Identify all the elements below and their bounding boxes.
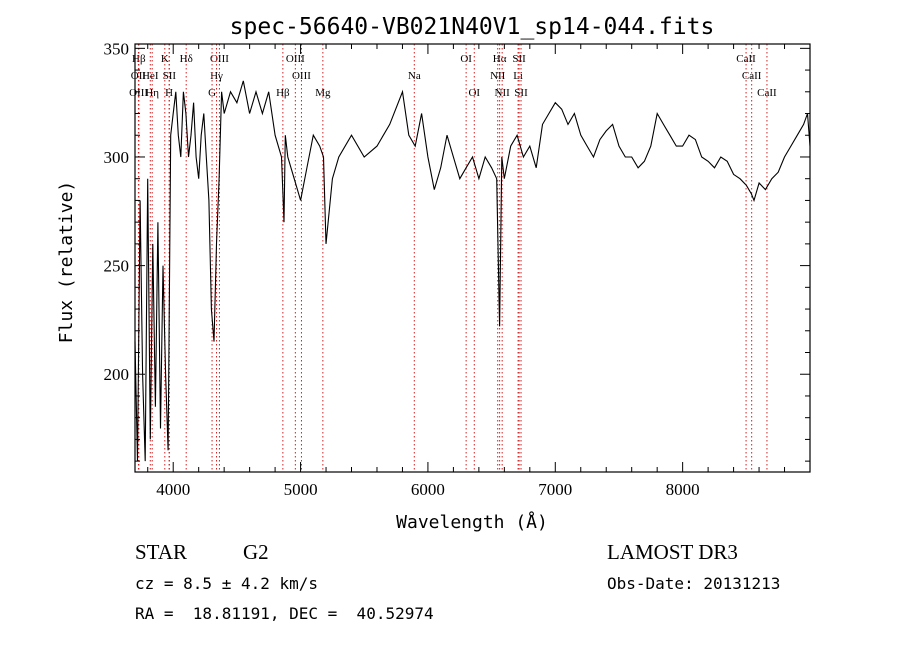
line-marker-label: OIII [210, 53, 229, 65]
line-marker-label: Hα [493, 53, 507, 65]
observation-date: Obs-Date: 20131213 [607, 574, 781, 593]
line-marker-label: CaII [736, 53, 756, 65]
plot-frame [134, 43, 811, 473]
spectrum-line [134, 80, 811, 462]
object-subclass: G2 [243, 540, 269, 564]
line-marker-label: Mg [315, 87, 331, 99]
x-tick-label: 5000 [284, 480, 318, 499]
line-marker-label: Hη [145, 87, 159, 99]
line-marker-label: Hδ [180, 53, 193, 65]
y-tick-label: 300 [104, 148, 130, 167]
survey-name: LAMOST DR3 [607, 540, 738, 564]
x-tick-label: 4000 [156, 480, 190, 499]
coordinates: RA = 18.81191, DEC = 40.52974 [135, 604, 434, 623]
x-tick-label: 6000 [411, 480, 445, 499]
redshift-cz: cz = 8.5 ± 4.2 km/s [135, 574, 319, 593]
line-marker-label: H [165, 87, 173, 99]
line-marker-label: K [161, 53, 169, 65]
line-marker-label: SII [514, 87, 528, 99]
line-marker-label: CaII [757, 87, 777, 99]
line-marker-label: OIII [286, 53, 305, 65]
line-marker-label: Hβ [132, 53, 146, 65]
line-marker-label: CaII [742, 70, 762, 82]
line-marker-label: NII [495, 87, 511, 99]
y-tick-label: 200 [104, 365, 130, 384]
chart-title: spec-56640-VB021N40V1_sp14-044.fits [230, 14, 715, 40]
line-marker-label: G [208, 87, 216, 99]
line-marker-label: NII [490, 70, 506, 82]
x-tick-label: 7000 [538, 480, 572, 499]
line-marker-label: Hβ [276, 87, 290, 99]
line-marker-label: Hγ [210, 70, 223, 82]
object-class: STAR [135, 540, 187, 564]
line-marker-label: Na [408, 70, 421, 82]
line-marker-label: OI [468, 87, 480, 99]
x-axis-label: Wavelength (Å) [396, 511, 548, 533]
x-tick-label: 8000 [666, 480, 700, 499]
line-marker-label: HeI [142, 70, 159, 82]
y-tick-label: 250 [104, 257, 130, 276]
axis-ticks [135, 44, 810, 472]
line-marker-label: OIII [129, 87, 148, 99]
y-tick-label: 350 [104, 39, 130, 58]
line-marker-label: Li [513, 70, 523, 82]
line-marker-label: OI [460, 53, 472, 65]
tick-labels: 4000 5000 6000 7000 8000 200 250 300 350 [104, 39, 700, 499]
line-marker-label: OIII [292, 70, 311, 82]
line-marker-label: SII [512, 53, 526, 65]
y-axis-label: Flux (relative) [56, 181, 77, 344]
